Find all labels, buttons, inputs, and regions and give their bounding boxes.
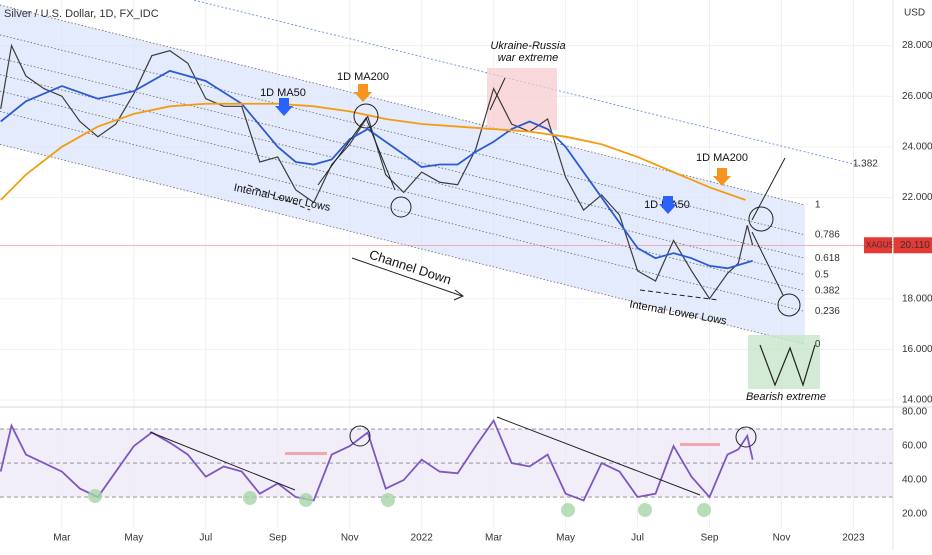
fib-label: 0 bbox=[815, 339, 821, 350]
y-tick-label: 28.000 bbox=[902, 40, 932, 51]
markers bbox=[88, 84, 731, 517]
x-tick-label: Sep bbox=[701, 533, 719, 544]
drawings bbox=[149, 77, 801, 496]
axis-label: USD bbox=[904, 8, 925, 19]
fib-label: 0.382 bbox=[815, 286, 840, 297]
circle bbox=[735, 426, 757, 448]
chart-title: Silver / U.S. Dollar, 1D, FX_IDC bbox=[4, 8, 159, 20]
fib-line bbox=[192, 0, 865, 168]
y-tick-label: 22.000 bbox=[902, 192, 932, 203]
arrow-marker bbox=[275, 98, 293, 116]
price-tag-name: XAGUSD bbox=[866, 240, 900, 249]
rsi-low bbox=[561, 503, 575, 517]
annotation: Bearish extreme bbox=[746, 391, 826, 403]
rsi-mark bbox=[285, 452, 327, 455]
x-tick-label: Jul bbox=[199, 533, 212, 544]
arrow bbox=[751, 157, 786, 221]
fib-label: 1 bbox=[815, 200, 821, 211]
rsi-mark bbox=[680, 443, 720, 446]
y-tick-label: 60.00 bbox=[902, 441, 927, 452]
arrow-marker bbox=[713, 168, 731, 186]
series-line bbox=[0, 43, 754, 300]
fib-label: 0.5 bbox=[815, 269, 829, 280]
x-tick-label: Nov bbox=[773, 533, 791, 544]
annotation: war extreme bbox=[498, 52, 559, 64]
y-tick-label: 14.000 bbox=[902, 395, 932, 406]
arrow bbox=[489, 77, 506, 111]
x-tick-label: Sep bbox=[269, 533, 287, 544]
trend-line bbox=[496, 416, 701, 496]
y-tick-label: 18.000 bbox=[902, 293, 932, 304]
y-tick-label: 24.000 bbox=[902, 141, 932, 152]
fib-label: 0.236 bbox=[815, 306, 840, 317]
arrow-head bbox=[453, 289, 464, 301]
x-tick-label: May bbox=[556, 533, 575, 544]
circle bbox=[390, 196, 412, 218]
x-tick-label: 2023 bbox=[842, 533, 865, 544]
circle bbox=[353, 103, 379, 129]
annotation: 1D MA200 bbox=[696, 152, 748, 164]
fib-label: 0.786 bbox=[815, 229, 840, 240]
arrow-marker bbox=[659, 196, 677, 214]
arrow bbox=[351, 257, 463, 297]
series-line bbox=[0, 69, 753, 270]
price-tag-value: 20.110 bbox=[900, 240, 930, 251]
trend-line bbox=[639, 289, 719, 301]
x-tick-label: May bbox=[124, 533, 143, 544]
rsi-low bbox=[638, 503, 652, 517]
x-tick-label: 2022 bbox=[411, 533, 434, 544]
fib-label: 1.382 bbox=[853, 158, 878, 169]
y-tick-label: 40.00 bbox=[902, 475, 927, 486]
x-tick-label: Jul bbox=[631, 533, 644, 544]
circle bbox=[777, 293, 801, 317]
w-pattern bbox=[759, 344, 816, 387]
arrow bbox=[751, 231, 784, 296]
annotation: Ukraine-Russia bbox=[490, 40, 565, 52]
rsi-low bbox=[299, 493, 313, 507]
annotation: 1D MA200 bbox=[337, 71, 389, 83]
price-tag bbox=[893, 237, 932, 254]
rsi-low bbox=[243, 491, 257, 505]
y-tick-label: 26.000 bbox=[902, 91, 932, 102]
x-tick-label: Mar bbox=[485, 533, 503, 544]
arrow bbox=[317, 116, 396, 191]
rsi-low bbox=[381, 493, 395, 507]
highlight-box bbox=[487, 68, 557, 130]
price-tag bbox=[864, 237, 892, 254]
x-tick-label: Mar bbox=[53, 533, 71, 544]
x-tick-label: Nov bbox=[341, 533, 359, 544]
rsi-low bbox=[88, 489, 102, 503]
y-tick-label: 20.00 bbox=[902, 509, 927, 520]
circle bbox=[349, 425, 371, 447]
rsi-low bbox=[697, 503, 711, 517]
y-tick-label: 80.00 bbox=[902, 407, 927, 418]
series-line bbox=[0, 102, 746, 201]
circle bbox=[748, 206, 774, 232]
trend-line bbox=[247, 184, 311, 211]
arrow-marker bbox=[354, 84, 372, 102]
trend-line bbox=[149, 431, 296, 491]
y-tick-label: 16.000 bbox=[902, 344, 932, 355]
annotation: 1D MA50 bbox=[260, 87, 306, 99]
series-line bbox=[0, 418, 754, 502]
fib-label: 0.618 bbox=[815, 253, 840, 264]
